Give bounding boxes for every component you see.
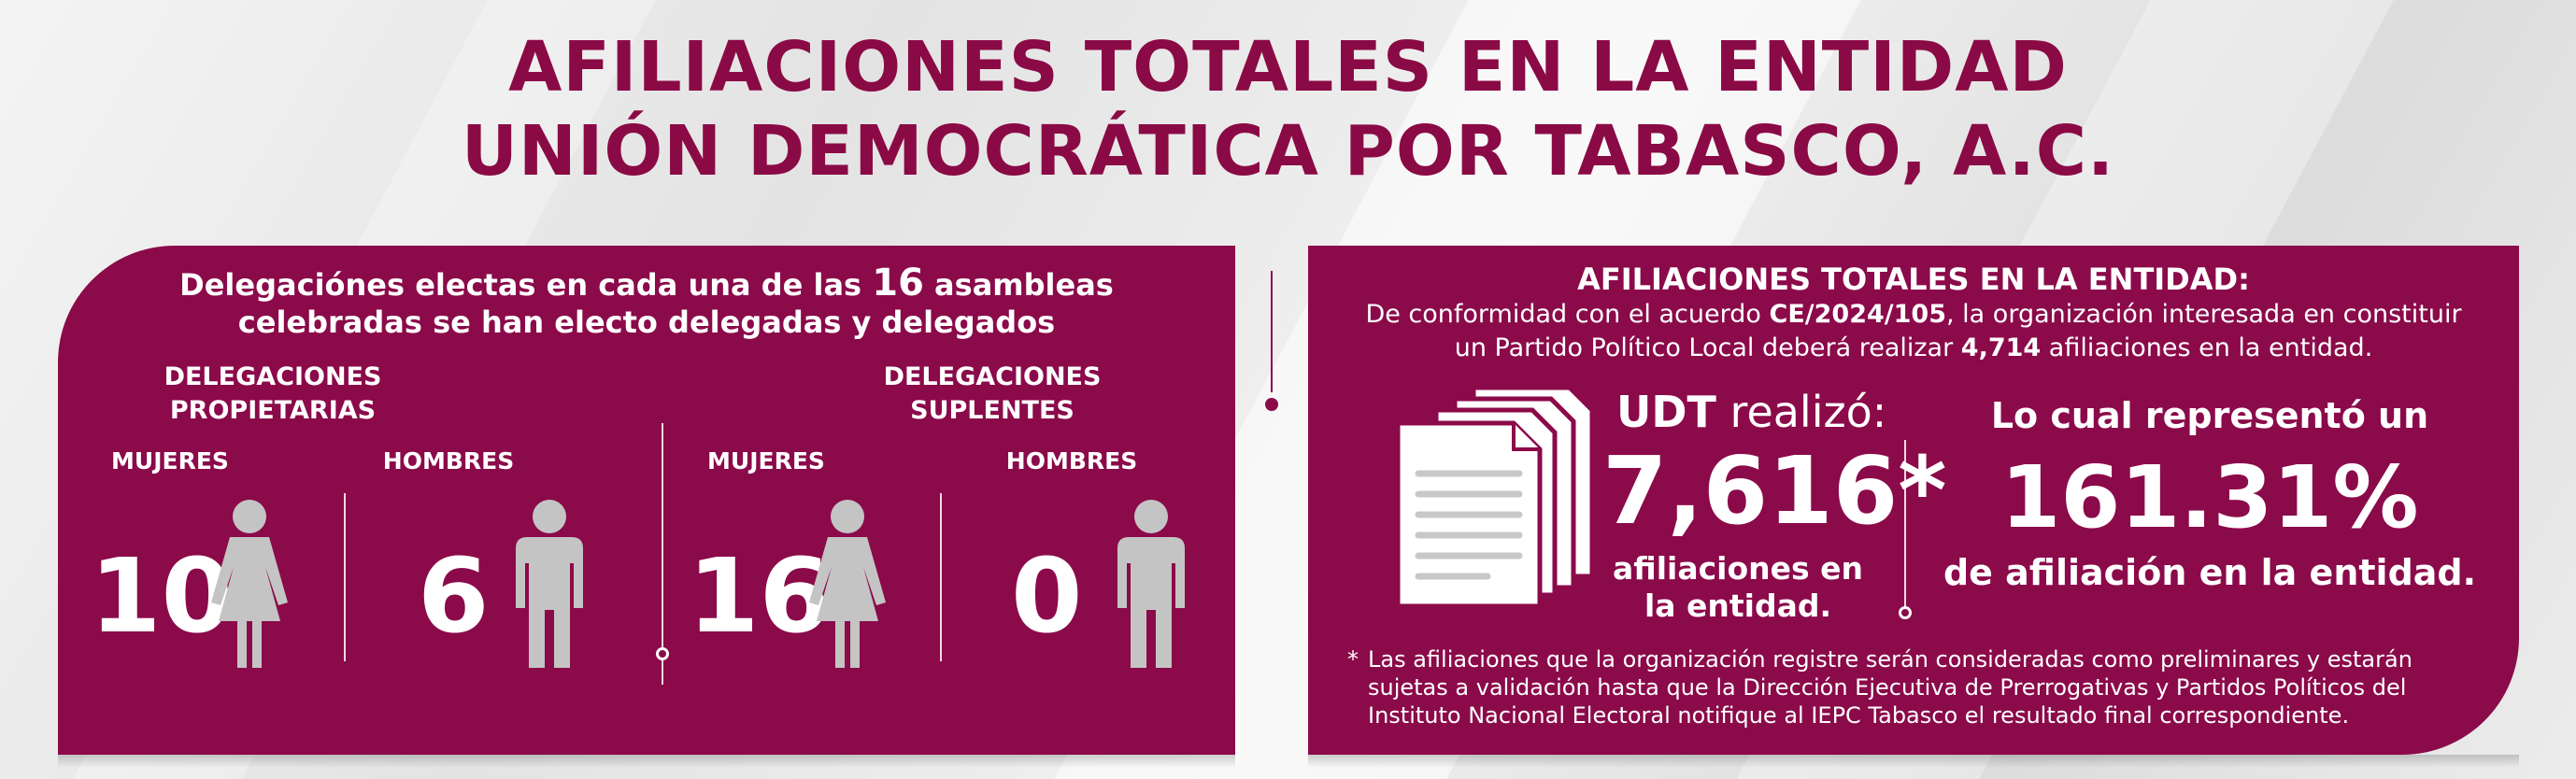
woman-icon [207,498,292,674]
afiliaciones-desc-line2: un Partido Político Local deberá realiza… [1454,333,2373,362]
total-affiliations: 7,616* [1602,436,1947,545]
suplentes-divider [940,493,942,661]
total-caption-line2: la entidad. [1644,588,1832,624]
afiliaciones-desc-line1: De conformidad con el acuerdo CE/2024/10… [1365,300,2462,329]
afiliaciones-heading: AFILIACIONES TOTALES EN LA ENTIDAD: [1577,262,2250,297]
suplentes-label-line1: DELEGACIONES [883,362,1102,391]
footnote-line1: Las afiliaciones que la organización reg… [1368,646,2412,673]
propietarias-mujeres-value: 10 [90,536,234,656]
propietarias-label-line1: DELEGACIONES [164,362,382,391]
suplentes-label-line2: SUPLENTES [910,396,1075,425]
section-divider [662,423,663,685]
documents-stack-icon [1394,384,1609,612]
page-title-line2: UNIÓN DEMOCRÁTICA POR TABASCO, A.C. [461,111,2115,191]
man-icon [1114,498,1188,674]
footnote-line2: sujetas a validación hasta que la Direcc… [1368,674,2407,701]
center-divider-dot [1265,398,1278,411]
delegaciones-panel: Delegaciónes electas en cada una de las … [58,246,1235,768]
section-divider-dot [656,647,669,660]
results-divider [1904,440,1906,608]
propietarias-hombres-value: 6 [418,536,490,656]
man-icon [512,498,587,674]
udt-label: UDT realizó: [1616,387,1887,437]
center-divider [1271,271,1273,392]
suplentes-mujeres-value: 16 [688,536,832,656]
propietarias-mujeres-label: MUJERES [111,447,229,474]
results-divider-dot [1899,606,1912,619]
footnote-line3: Instituto Nacional Electoral notifique a… [1368,702,2350,729]
delegaciones-intro-line1: Delegaciónes electas en cada una de las … [179,262,1114,305]
afiliaciones-panel: AFILIACIONES TOTALES EN LA ENTIDAD: De c… [1308,246,2519,768]
percent-caption: de afiliación en la entidad. [1943,552,2477,593]
total-caption-line1: afiliaciones en [1612,550,1864,587]
suplentes-mujeres-label: MUJERES [707,447,825,474]
suplentes-hombres-value: 0 [1011,536,1083,656]
suplentes-hombres-label: HOMBRES [1005,447,1138,474]
propietarias-label-line2: PROPIETARIAS [169,396,377,425]
woman-icon [805,498,890,674]
propietarias-divider [344,493,346,661]
propietarias-hombres-label: HOMBRES [382,447,515,474]
delegaciones-intro-line2: celebradas se han electo delegadas y del… [237,305,1056,340]
page-title-line1: AFILIACIONES TOTALES EN LA ENTIDAD [508,27,2068,107]
percent-value: 161.31% [2000,447,2419,547]
percent-intro: Lo cual representó un [1990,395,2429,436]
footnote-star: * [1347,646,1359,673]
